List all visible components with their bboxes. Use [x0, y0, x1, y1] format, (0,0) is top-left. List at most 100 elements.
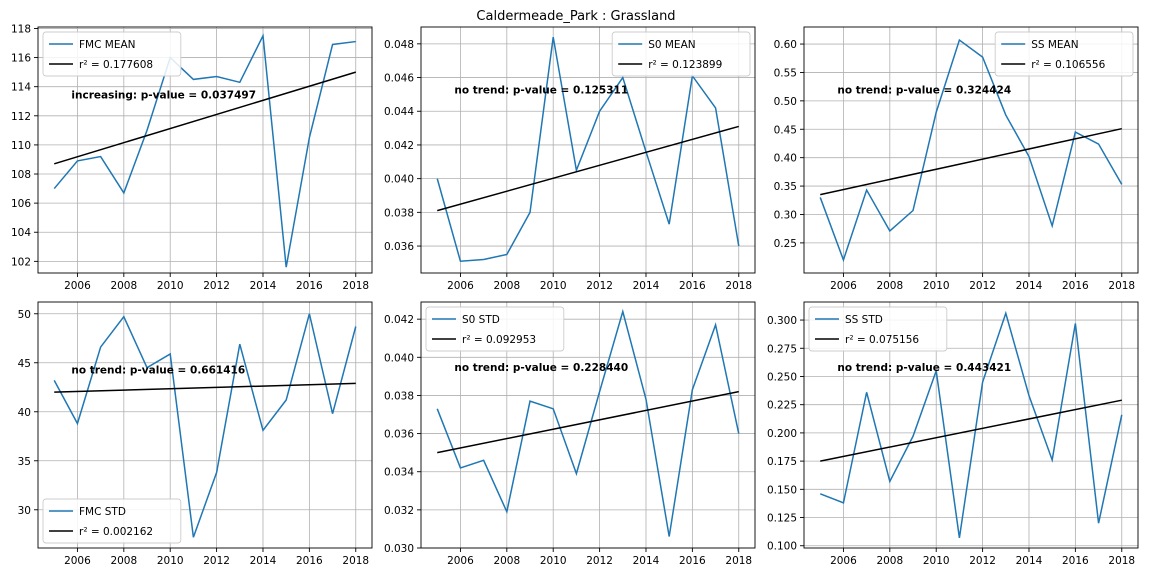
x-tick-label: 2016: [296, 555, 323, 567]
legend-trend-label: r² = 0.106556: [1031, 59, 1105, 71]
legend-series-label: SS MEAN: [1031, 39, 1078, 51]
x-tick-label: 2014: [1016, 555, 1043, 567]
x-tick-label: 2010: [540, 555, 567, 567]
legend: S0 STD r² = 0.092953: [425, 306, 565, 352]
y-tick-label: 0.044: [384, 106, 414, 118]
legend-box: [42, 498, 182, 544]
trend-annotation: no trend: p-value = 0.661416: [71, 364, 245, 376]
x-tick-label: 2008: [110, 555, 137, 567]
y-tick-label: 0.032: [384, 505, 414, 517]
x-tick-label: 2018: [1108, 555, 1135, 567]
series-line: [819, 310, 1123, 538]
x-tick-label: 2012: [203, 280, 230, 292]
x-tick-label: 2014: [1016, 280, 1043, 292]
panel-ss-std: 2006 2008 2010 2012 2014 2016 2018 0.100 0.125 0.…: [767, 301, 1139, 567]
x-tick-label: 2010: [923, 555, 950, 567]
x-tick-label: 2006: [830, 280, 857, 292]
y-tick-label: 35: [18, 456, 31, 468]
y-tick-label: 104: [11, 227, 31, 239]
x-tick-label: 2006: [830, 555, 857, 567]
legend-series-label: SS STD: [845, 314, 883, 326]
y-tick-label: 0.100: [767, 541, 797, 553]
x-tick-label: 2006: [64, 280, 91, 292]
x-tick-label: 2018: [1108, 280, 1135, 292]
y-tick-label: 45: [18, 358, 31, 370]
y-tick-label: 0.50: [774, 96, 797, 108]
y-tick-label: 0.150: [767, 484, 797, 496]
x-tick-label: 2018: [342, 280, 369, 292]
panel-ss-mean: 2006 2008 2010 2012 2014 2016 2018 0.25 0.30 0.35…: [774, 26, 1139, 292]
y-tick-label: 0.125: [767, 513, 797, 525]
y-tick-label: 118: [11, 23, 31, 35]
y-tick-label: 0.175: [767, 456, 797, 468]
legend-trend-label: r² = 0.075156: [845, 334, 919, 346]
y-tick-label: 110: [11, 140, 31, 152]
x-tick-label: 2014: [633, 280, 660, 292]
y-tick-label: 0.200: [767, 428, 797, 440]
y-tick-label: 0.35: [774, 181, 797, 193]
y-tick-label: 50: [18, 309, 31, 321]
x-tick-label: 2018: [725, 280, 752, 292]
y-tick-label: 114: [11, 82, 31, 94]
panel-fmc-mean: 2006 2008 2010 2012 2014 2016 2018 102 104 106 108…: [11, 23, 373, 292]
axes-frame: [803, 26, 1139, 274]
y-tick-label: 0.300: [767, 315, 797, 327]
x-tick-label: 2016: [679, 280, 706, 292]
y-tick-label: 0.036: [384, 429, 414, 441]
x-tick-label: 2016: [296, 280, 323, 292]
y-tick-label: 0.30: [774, 209, 797, 221]
y-tick-label: 0.55: [774, 67, 797, 79]
axes-frame: [420, 26, 756, 274]
y-tick-label: 0.034: [384, 467, 414, 479]
panel-fmc-std: 2006 2008 2010 2012 2014 2016 2018 30 35 40 45 50 no…: [18, 301, 373, 567]
y-tick-label: 0.048: [384, 39, 414, 51]
x-tick-label: 2012: [586, 280, 613, 292]
y-tick-label: 0.030: [384, 543, 414, 555]
x-tick-label: 2008: [493, 280, 520, 292]
x-tick-label: 2008: [876, 555, 903, 567]
trend-line: [437, 390, 739, 454]
legend-box: [808, 306, 948, 352]
y-tick-label: 30: [18, 505, 31, 517]
y-tick-label: 116: [11, 53, 31, 65]
x-tick-label: 2008: [110, 280, 137, 292]
y-tick-label: 0.225: [767, 400, 797, 412]
x-tick-label: 2014: [633, 555, 660, 567]
trend-annotation: no trend: p-value = 0.228440: [454, 362, 628, 374]
y-tick-label: 106: [11, 198, 31, 210]
x-tick-label: 2012: [203, 555, 230, 567]
y-tick-label: 108: [11, 169, 31, 181]
trend-annotation: increasing: p-value = 0.037497: [71, 89, 256, 101]
x-tick-label: 2012: [969, 280, 996, 292]
panel-s0-std: 2006 2008 2010 2012 2014 2016 2018 0.030 0.032 0.…: [384, 301, 756, 567]
trend-line: [437, 125, 739, 212]
x-tick-label: 2012: [969, 555, 996, 567]
trend-line: [54, 382, 356, 393]
legend-trend-label: r² = 0.123899: [648, 59, 722, 71]
axes-frame: [37, 301, 373, 549]
y-tick-label: 0.038: [384, 207, 414, 219]
trend-annotation: no trend: p-value = 0.443421: [837, 362, 1011, 374]
series-line: [436, 308, 740, 537]
x-tick-label: 2010: [157, 555, 184, 567]
axes-frame: [803, 301, 1139, 549]
legend-box: [42, 31, 182, 77]
panel-s0-mean: 2006 2008 2010 2012 2014 2016 2018 0.036 0.038 0.…: [384, 26, 756, 292]
trend-annotation: no trend: p-value = 0.324424: [837, 84, 1011, 96]
legend-series-label: FMC MEAN: [79, 39, 136, 51]
y-tick-label: 0.250: [767, 371, 797, 383]
legend-box: [611, 31, 751, 77]
y-tick-label: 0.040: [384, 352, 414, 364]
legend: FMC STD r² = 0.002162: [42, 498, 182, 544]
x-tick-label: 2018: [342, 555, 369, 567]
y-tick-label: 0.046: [384, 73, 414, 85]
legend-box: [425, 306, 565, 352]
legend: SS STD r² = 0.075156: [808, 306, 948, 352]
trend-line: [820, 127, 1122, 196]
legend-series-label: S0 MEAN: [648, 39, 695, 51]
y-tick-label: 0.040: [384, 174, 414, 186]
legend: SS MEAN r² = 0.106556: [994, 31, 1134, 77]
legend-trend-label: r² = 0.092953: [462, 334, 536, 346]
series-line: [819, 38, 1123, 263]
x-tick-label: 2014: [250, 280, 277, 292]
